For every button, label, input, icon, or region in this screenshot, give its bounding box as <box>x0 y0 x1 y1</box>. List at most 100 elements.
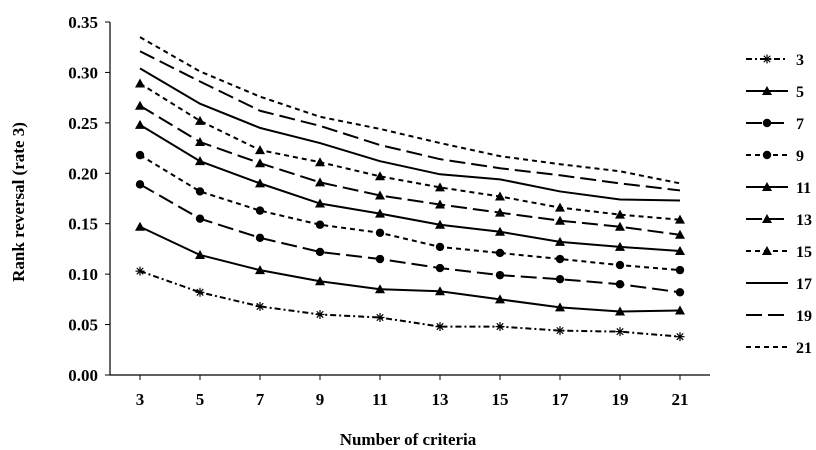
circle-marker <box>315 247 325 257</box>
triangle-marker <box>615 209 625 219</box>
triangle-marker <box>495 294 505 304</box>
legend-item-5: 5 <box>746 84 804 101</box>
circle-marker <box>135 150 145 160</box>
legend-item-3: 3 <box>746 52 804 69</box>
circle-marker <box>315 220 325 229</box>
series-line-5 <box>139 225 681 313</box>
legend-item-13: 13 <box>746 212 812 229</box>
circle-marker <box>675 265 685 275</box>
series-line-17 <box>139 67 681 202</box>
star-marker <box>135 266 145 276</box>
triangle-marker <box>762 246 772 255</box>
triangle-marker <box>762 86 772 95</box>
triangle-marker <box>762 182 772 191</box>
triangle-marker <box>615 241 625 251</box>
x-tick-label: 5 <box>196 390 205 409</box>
star-marker <box>762 54 772 64</box>
series-21 <box>139 36 681 185</box>
triangle-marker <box>195 137 205 147</box>
star-marker <box>615 327 625 337</box>
triangle-marker <box>435 182 445 192</box>
legend-item-19: 19 <box>746 308 812 325</box>
series-11 <box>135 119 685 255</box>
y-tick-label: 0.00 <box>68 366 98 385</box>
series-19 <box>139 50 681 192</box>
x-tick-label: 3 <box>136 390 145 409</box>
triangle-marker <box>762 214 772 223</box>
triangle-marker <box>135 221 145 231</box>
legend-item-9: 9 <box>746 148 804 165</box>
triangle-marker <box>675 305 685 315</box>
x-tick-label: 13 <box>432 390 449 409</box>
triangle-marker <box>195 156 205 166</box>
star-marker <box>495 322 505 332</box>
triangle-marker <box>375 284 385 294</box>
x-axis: 3 5 7 9 11 13 15 17 19 21 <box>110 374 710 409</box>
circle-marker <box>255 206 265 215</box>
triangle-marker <box>135 78 145 88</box>
legend-label: 17 <box>796 276 812 293</box>
triangle-marker <box>555 302 565 312</box>
circle-marker <box>675 288 685 297</box>
circle-marker <box>762 150 772 160</box>
triangle-marker <box>495 207 505 217</box>
triangle-marker <box>195 249 205 259</box>
series-15 <box>135 78 685 224</box>
y-tick-label: 0.30 <box>68 63 98 82</box>
series-7 <box>135 180 685 297</box>
x-axis-title: Number of criteria <box>340 430 477 449</box>
legend-label: 19 <box>796 308 812 325</box>
x-tick-label: 9 <box>316 390 325 409</box>
triangle-marker <box>435 286 445 296</box>
circle-marker <box>255 233 265 243</box>
triangle-marker <box>435 199 445 209</box>
star-marker <box>255 301 265 311</box>
legend-label: 7 <box>796 116 804 133</box>
x-tick-label: 15 <box>492 390 509 409</box>
legend-item-7: 7 <box>746 116 804 133</box>
x-tick-label: 19 <box>612 390 629 409</box>
legend-label: 21 <box>796 340 812 357</box>
triangle-marker <box>675 245 685 255</box>
y-axis-title: Rank reversal (rate 3) <box>9 122 28 282</box>
triangle-marker <box>255 145 265 155</box>
triangle-marker <box>315 276 325 286</box>
legend-label: 13 <box>796 212 812 229</box>
y-tick-label: 0.35 <box>68 13 98 32</box>
circle-marker <box>135 180 145 189</box>
triangle-marker <box>555 236 565 246</box>
series-line-11 <box>139 124 681 252</box>
triangle-marker <box>375 208 385 218</box>
legend-item-11: 11 <box>746 180 811 197</box>
y-tick-label: 0.25 <box>68 114 98 133</box>
circle-marker <box>375 228 385 237</box>
series-line-15 <box>139 82 681 221</box>
star-marker <box>315 309 325 319</box>
star-marker <box>555 326 565 336</box>
series-9 <box>135 150 685 275</box>
legend-item-17: 17 <box>746 276 812 293</box>
triangle-marker <box>135 100 145 110</box>
triangle-marker <box>255 265 265 275</box>
legend-label: 5 <box>796 84 804 101</box>
legend-label: 9 <box>796 148 804 165</box>
star-marker <box>375 313 385 323</box>
star-marker <box>675 332 685 342</box>
triangle-marker <box>495 226 505 236</box>
triangle-marker <box>615 221 625 231</box>
series-layer <box>135 36 685 342</box>
legend-label: 3 <box>796 52 804 69</box>
series-line-9 <box>139 154 681 272</box>
circle-marker <box>435 242 445 252</box>
triangle-marker <box>315 157 325 167</box>
circle-marker <box>495 270 505 280</box>
triangle-marker <box>435 219 445 229</box>
triangle-marker <box>375 190 385 200</box>
y-tick-label: 0.10 <box>68 265 98 284</box>
triangle-marker <box>675 214 685 224</box>
circle-marker <box>615 280 625 289</box>
circle-marker <box>615 260 625 270</box>
legend-item-21: 21 <box>746 340 812 357</box>
series-line-7 <box>139 183 681 294</box>
legend-label: 15 <box>796 244 812 261</box>
